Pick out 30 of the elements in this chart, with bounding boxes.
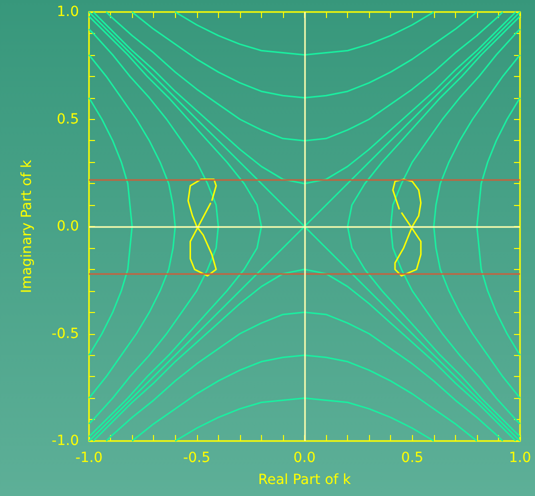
- line-series: [88, 28, 220, 425]
- line-series: [476, 97, 521, 356]
- line-series: [392, 178, 422, 277]
- y-tick-label: 0.0: [56, 218, 79, 234]
- line-series: [187, 178, 217, 277]
- line-series: [346, 16, 521, 438]
- x-tick-label: 0.5: [401, 450, 424, 466]
- y-tick-label: -0.5: [52, 326, 79, 342]
- line-series: [88, 97, 133, 356]
- x-axis-title: Real Part of k: [258, 472, 352, 488]
- y-tick-label: 0.5: [56, 111, 79, 128]
- line-series: [105, 312, 504, 442]
- x-tick-label: 1.0: [508, 450, 532, 466]
- line-series: [105, 11, 504, 142]
- line-series: [88, 16, 262, 438]
- line-series: [433, 54, 521, 399]
- line-series: [131, 354, 478, 442]
- line-series: [174, 397, 435, 442]
- y-tick-label: -1.0: [52, 433, 79, 449]
- line-series: [88, 54, 176, 399]
- x-tick-label: -0.5: [183, 450, 210, 466]
- y-axis-title: Imaginary Part of k: [19, 159, 35, 294]
- line-series: [92, 11, 516, 184]
- x-tick-label: 0.0: [293, 450, 316, 466]
- line-series: [92, 268, 516, 442]
- line-series: [131, 11, 478, 99]
- line-series: [174, 11, 435, 56]
- x-tick-label: -1.0: [75, 450, 103, 466]
- y-tick-label: 1.0: [56, 4, 79, 20]
- line-series: [390, 28, 521, 425]
